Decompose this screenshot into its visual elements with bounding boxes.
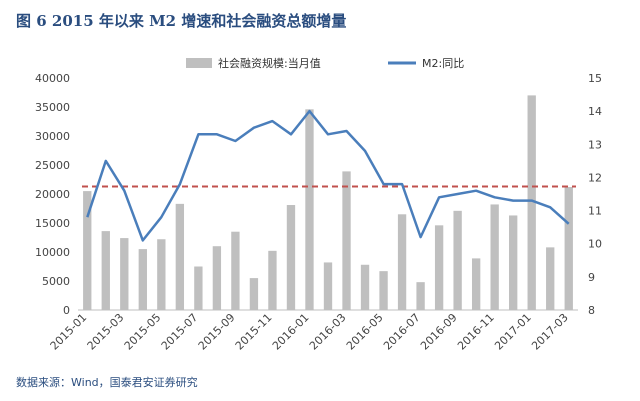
bar — [434, 225, 444, 310]
bar — [120, 238, 129, 310]
x-tick-label: 2015-11 — [233, 311, 275, 353]
bar — [453, 210, 462, 310]
y-right-tick-label: 14 — [588, 105, 602, 118]
x-tick-label: 2015-05 — [122, 311, 164, 353]
bar — [286, 205, 296, 310]
legend-label-bar: 社会融资规模:当月值 — [218, 56, 321, 70]
bar — [212, 246, 222, 310]
bar — [249, 278, 259, 310]
bar — [194, 266, 203, 310]
y-left-tick-label: 15000 — [35, 217, 70, 230]
bar — [157, 239, 166, 310]
x-tick-label: 2017-01 — [492, 311, 534, 353]
bar — [101, 231, 110, 310]
x-tick-label: 2016-03 — [307, 311, 349, 353]
bar — [397, 214, 407, 310]
y-right-tick-label: 10 — [588, 238, 602, 251]
bar — [379, 271, 388, 310]
y-right-tick-label: 11 — [588, 205, 602, 218]
bar — [323, 262, 333, 310]
y-right-tick-label: 12 — [588, 171, 602, 184]
y-right-tick-label: 9 — [588, 271, 595, 284]
bar — [268, 250, 277, 310]
bar — [231, 231, 240, 310]
bar — [527, 95, 536, 311]
y-left-tick-label: 30000 — [35, 130, 70, 143]
bar — [342, 171, 351, 310]
x-tick-label: 2016-09 — [418, 311, 460, 353]
x-tick-label: 2015-03 — [85, 311, 127, 353]
y-right-tick-label: 8 — [588, 304, 595, 317]
bar — [305, 109, 314, 310]
source-note: 数据来源：Wind，国泰君安证券研究 — [16, 376, 198, 389]
y-left-tick-label: 40000 — [35, 72, 70, 85]
bar — [175, 203, 185, 310]
legend-label-line: M2:同比 — [422, 57, 464, 70]
bar — [471, 258, 481, 310]
x-tick-label: 2015-07 — [159, 311, 201, 353]
series-line-m2 — [86, 109, 570, 242]
x-tick-label: 2017-03 — [529, 311, 571, 353]
y-right-tick-label: 13 — [588, 138, 602, 151]
bar — [83, 191, 92, 310]
x-tick-label: 2016-07 — [381, 311, 423, 353]
y-left-tick-label: 5000 — [42, 275, 70, 288]
y-left-tick-label: 20000 — [35, 188, 70, 201]
y-left-tick-label: 10000 — [35, 246, 70, 259]
x-tick-label: 2016-11 — [455, 311, 497, 353]
bar — [564, 187, 573, 310]
x-tick-label: 2015-09 — [196, 311, 238, 353]
bar — [138, 249, 147, 310]
y-left-tick-label: 0 — [63, 304, 70, 317]
legend-swatch-bar — [186, 58, 212, 68]
bar — [490, 204, 499, 310]
bar — [416, 282, 425, 310]
y-left-tick-label: 25000 — [35, 159, 70, 172]
bar — [509, 215, 518, 310]
figure-title: 图 6 2015 年以来 M2 增速和社会融资总额增量 — [16, 12, 347, 30]
bar — [360, 264, 370, 310]
bar — [546, 247, 555, 310]
y-right-tick-label: 15 — [588, 72, 602, 85]
x-tick-label: 2016-05 — [344, 311, 386, 353]
x-tick-label: 2015-01 — [48, 311, 90, 353]
y-left-tick-label: 35000 — [35, 101, 70, 114]
x-tick-label: 2016-01 — [270, 311, 312, 353]
